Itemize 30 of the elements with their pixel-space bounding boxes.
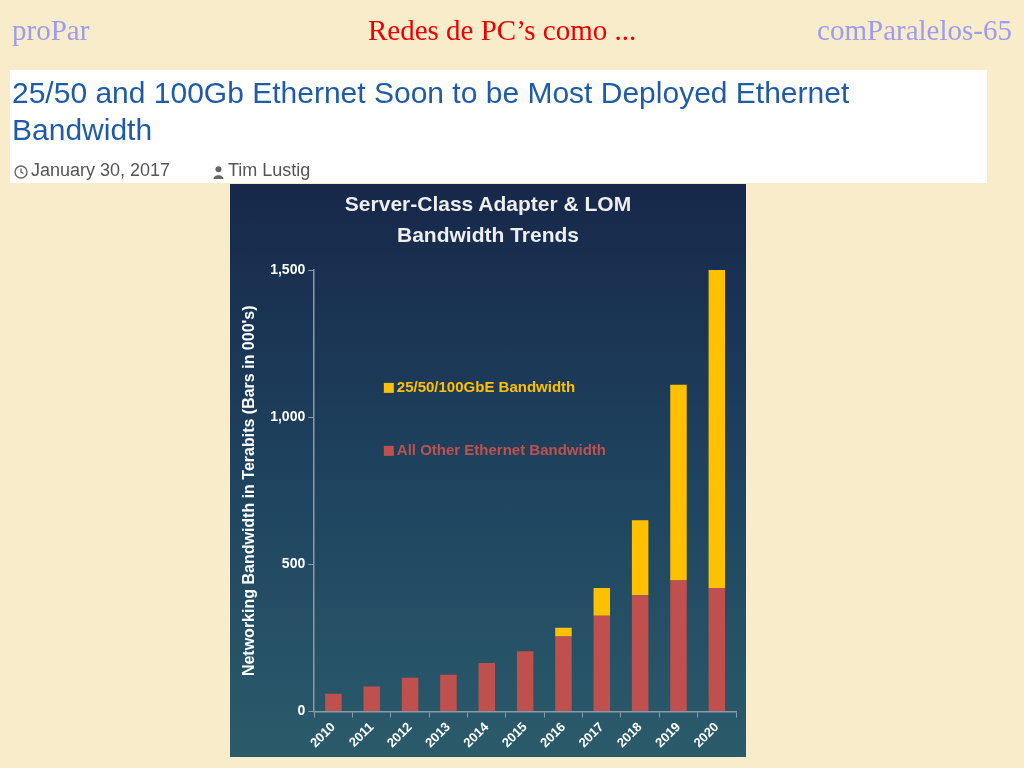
bar — [478, 662, 496, 712]
bar — [708, 270, 726, 588]
bar — [670, 384, 687, 581]
y-tick-label: 1,500 — [270, 260, 306, 277]
text: comParalelos-65 — [817, 14, 1012, 47]
legend-label: All Other Ethernet Bandwidth — [396, 441, 607, 459]
chart-title: Server-Class Adapter & LOM Bandwidth Trends — [343, 191, 633, 248]
bar — [401, 677, 419, 712]
bar — [708, 587, 726, 712]
bar — [631, 520, 649, 596]
text: Redes de PC’s como ... — [368, 14, 637, 47]
bar — [363, 686, 380, 712]
y-axis-title: Networking Bandwidth in Terabits (Bars in 000's) — [240, 305, 258, 677]
bar — [631, 595, 649, 712]
text: January 30, 2017 — [31, 160, 171, 181]
bar — [593, 587, 611, 616]
text: 25/50 and 100Gb Ethernet Soon to be Most Deployed Ethernet Bandwidth — [12, 75, 851, 148]
legend-label: 25/50/100GbE Bandwidth — [396, 378, 576, 396]
bar — [440, 674, 457, 712]
bar — [670, 580, 687, 712]
y-tick-label: 0 — [297, 702, 306, 719]
bar — [555, 636, 572, 712]
bar — [593, 615, 611, 712]
bar — [325, 693, 342, 712]
text: Tim Lustig — [228, 160, 311, 181]
text: proPar — [12, 14, 90, 47]
y-tick-label: 500 — [281, 555, 306, 572]
y-tick-label: 1,000 — [270, 408, 306, 425]
bar — [555, 627, 572, 637]
bar — [516, 651, 534, 712]
